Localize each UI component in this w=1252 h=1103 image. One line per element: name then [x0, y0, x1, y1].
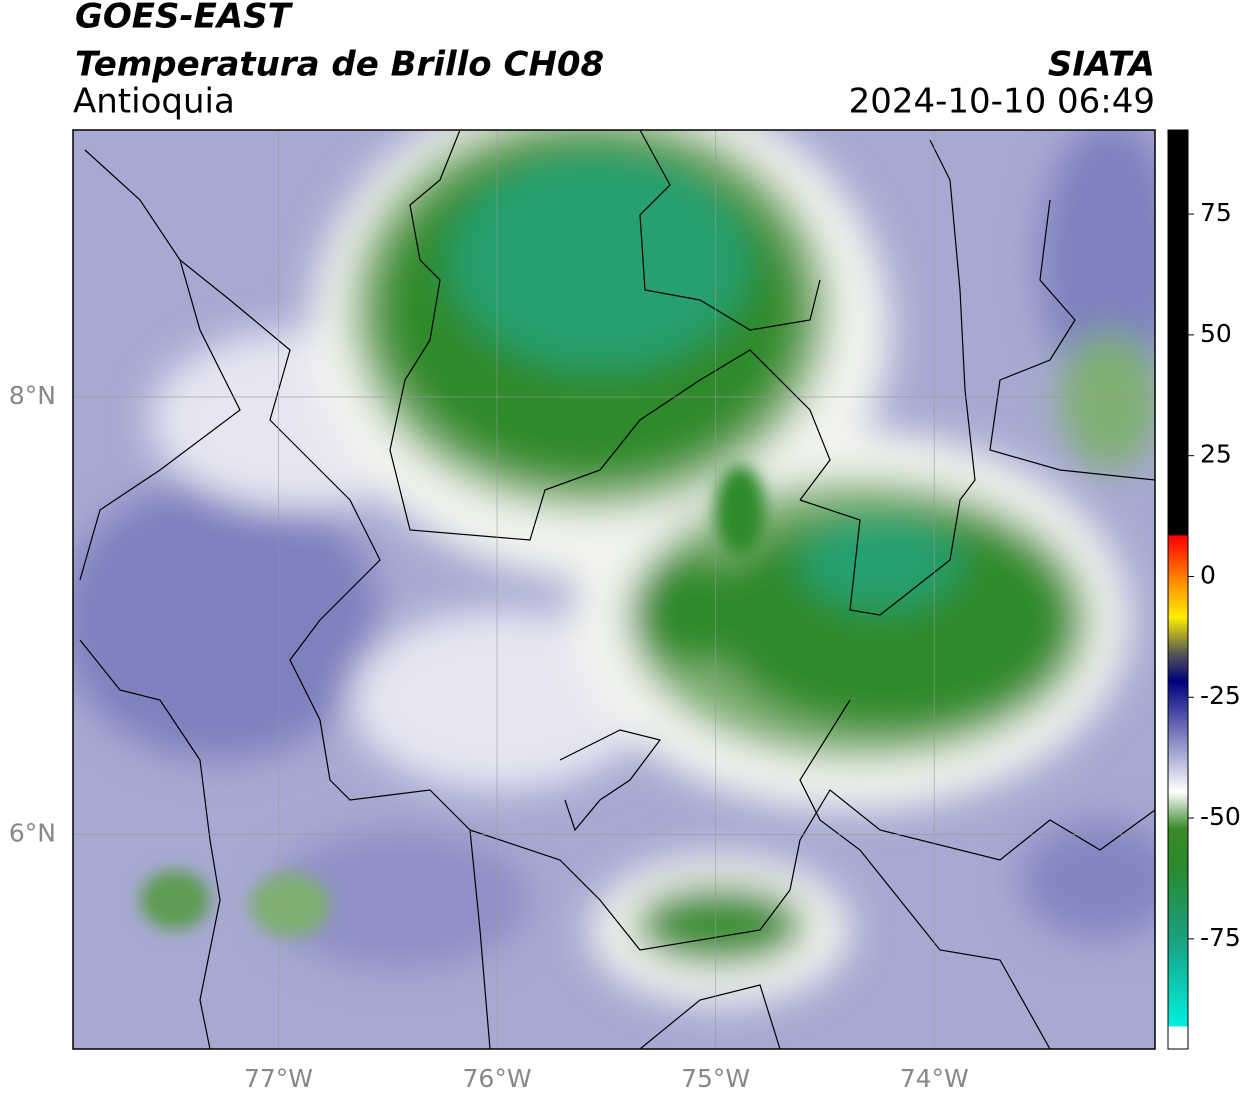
satellite-image — [73, 130, 1155, 1049]
grid — [73, 130, 1155, 1049]
colorbar-tick-label: -50 — [1200, 802, 1241, 831]
region: Antioquia — [73, 82, 235, 122]
y-tick-label: 6°N — [9, 819, 56, 848]
map-frame — [72, 129, 1156, 1050]
colorbar-tick-label: 50 — [1200, 319, 1232, 348]
source: SIATA — [1048, 45, 1155, 85]
colorbar-tick-label: -75 — [1200, 923, 1241, 952]
colorbar — [1167, 129, 1189, 1050]
colorbar-tick-label: 25 — [1200, 440, 1232, 469]
y-tick-label: 8°N — [9, 381, 56, 410]
colorbar-tick-label: 0 — [1200, 560, 1216, 589]
subtitle: Temperatura de Brillo CH08 — [75, 45, 604, 85]
colorbar-tick-label: -25 — [1200, 681, 1241, 710]
x-tick-label: 77°W — [244, 1064, 313, 1093]
title: GOES-EAST — [75, 0, 294, 37]
x-tick-label: 75°W — [681, 1064, 750, 1093]
colorbar-tick-label: 75 — [1200, 198, 1232, 227]
datetime: 2024-10-10 06:49 — [849, 82, 1155, 122]
x-tick-label: 76°W — [463, 1064, 532, 1093]
x-tick-label: 74°W — [900, 1064, 969, 1093]
header: GOES-EAST Temperatura de Brillo CH08 Ant… — [73, 0, 1155, 122]
